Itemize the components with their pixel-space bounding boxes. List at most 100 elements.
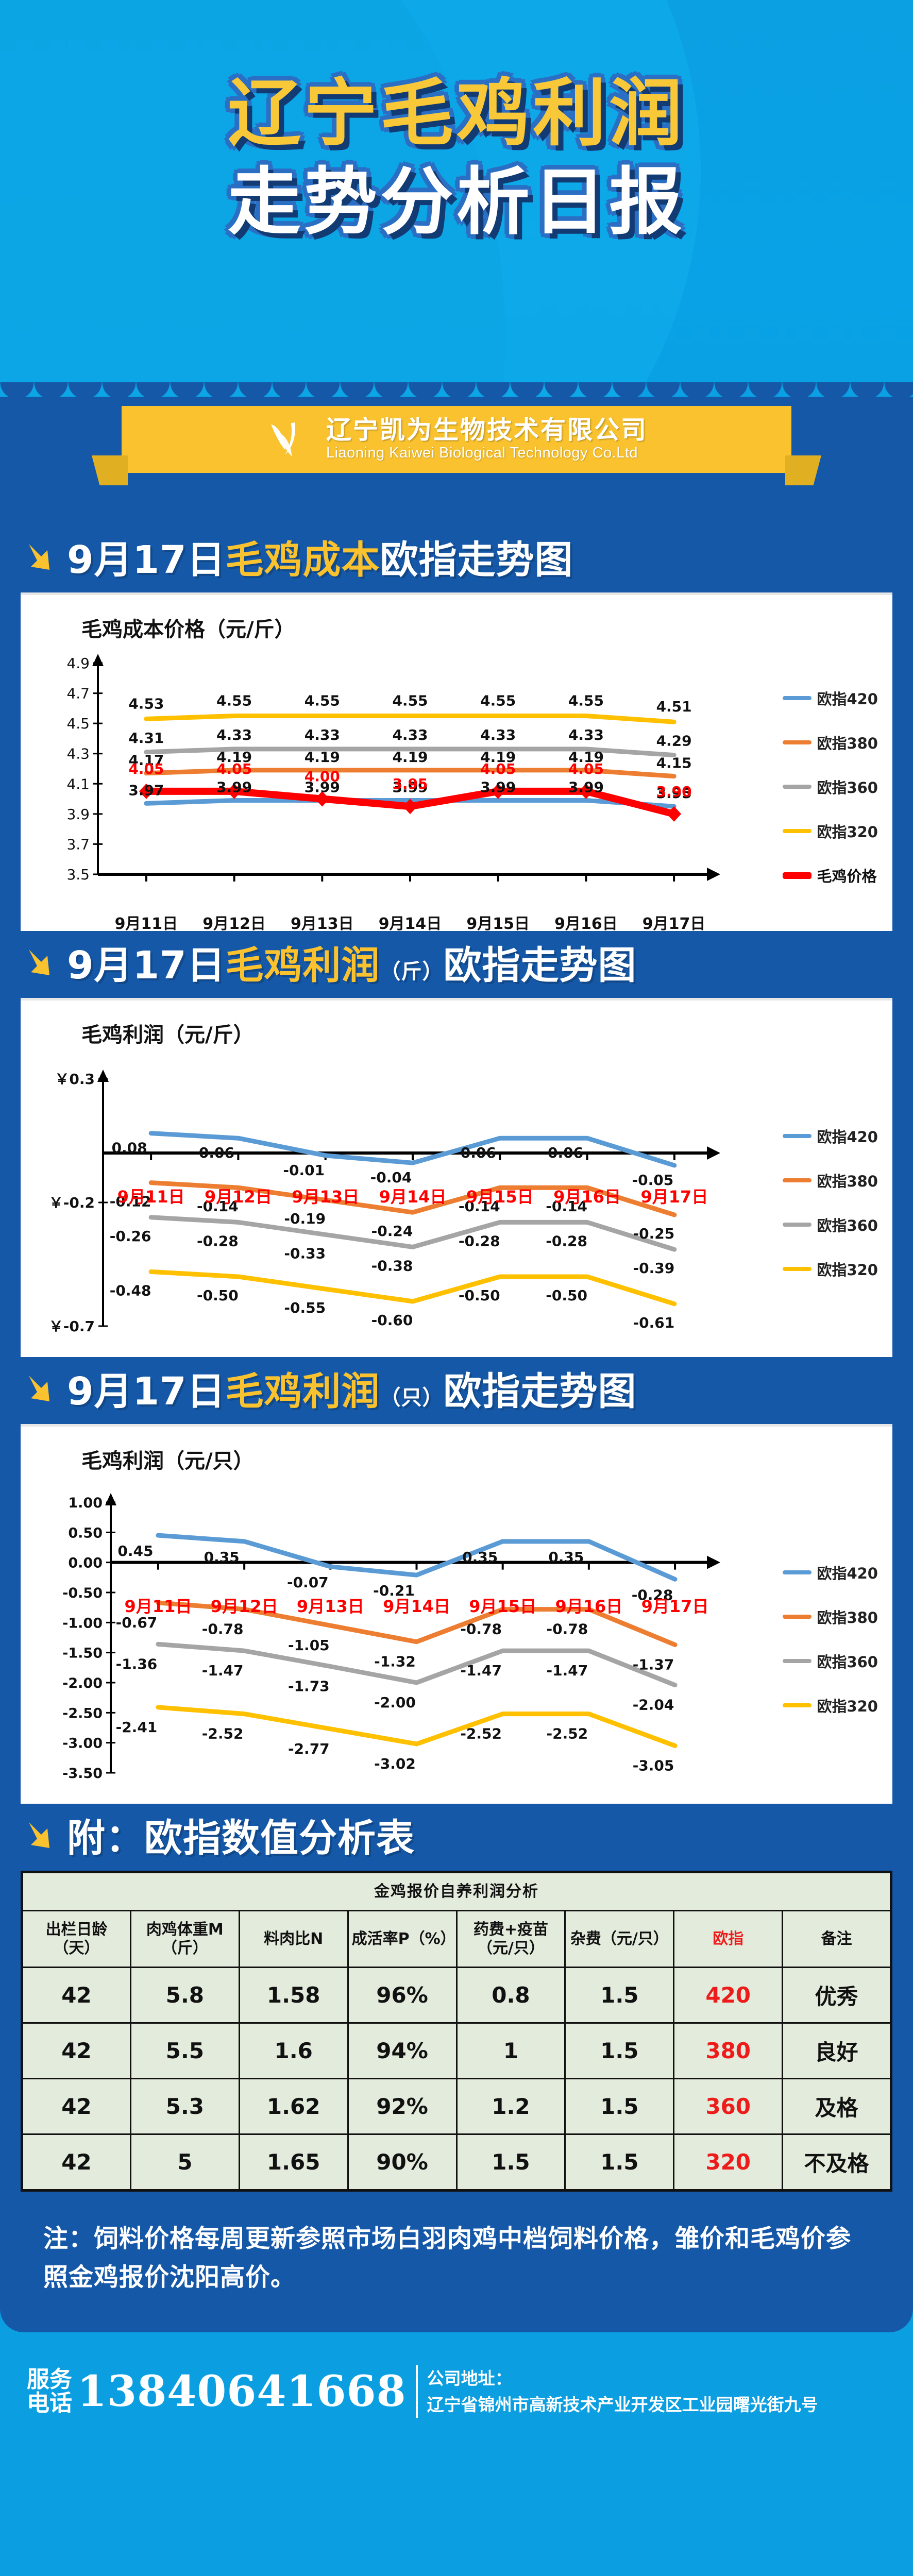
svg-text:0.06: 0.06 — [199, 1144, 234, 1161]
table-row: 42 5.8 1.58 96% 0.8 1.5 420 优秀 — [21, 1967, 892, 2024]
table-cell: 1.5 — [564, 2078, 675, 2136]
footer-contact: 服务 电话 13840641668 — [27, 2367, 407, 2416]
table-cell: 42 — [21, 1967, 131, 2024]
svg-text:-2.52: -2.52 — [547, 1725, 588, 1742]
svg-text:-0.19: -0.19 — [284, 1210, 326, 1227]
svg-text:-2.52: -2.52 — [460, 1725, 502, 1742]
svg-text:4.05: 4.05 — [480, 760, 516, 777]
svg-text:9月14日: 9月14日 — [379, 1187, 447, 1207]
kpi-table-body: 42 5.8 1.58 96% 0.8 1.5 420 优秀 42 5.5 1.6 94% 1 1.5 38… — [21, 1967, 892, 2192]
svg-text:-0.78: -0.78 — [547, 1621, 588, 1638]
legend-label-ou320: 欧指320 — [817, 1261, 878, 1279]
kpi-col-header-5: 杂费（元/只） — [564, 1910, 675, 1969]
svg-text:0.35: 0.35 — [548, 1549, 584, 1566]
footer-divider — [415, 2365, 418, 2418]
legend-label-ou380: 欧指380 — [817, 1609, 878, 1626]
svg-text:4.17: 4.17 — [128, 752, 164, 769]
legend-item: 欧指420 — [783, 1550, 878, 1595]
legend-swatch-ou380 — [783, 1178, 812, 1182]
svg-text:3.99: 3.99 — [480, 779, 516, 796]
svg-text:-0.24: -0.24 — [371, 1223, 413, 1240]
legend-swatch-ou420 — [783, 1134, 812, 1138]
legend-item: 欧指420 — [783, 1114, 878, 1158]
svg-text:9月12日: 9月12日 — [202, 915, 266, 931]
poster-title: 辽宁毛鸡利润 走势分析日报 — [0, 0, 913, 239]
svg-text:-0.01: -0.01 — [283, 1162, 325, 1179]
svg-text:-1.47: -1.47 — [202, 1662, 244, 1679]
table-cell: 1.62 — [238, 2078, 349, 2136]
page-footer: 服务 电话 13840641668 公司地址： 辽宁省锦州市高新技术产业开发区工… — [0, 2332, 913, 2418]
svg-text:9月12日: 9月12日 — [211, 1597, 278, 1616]
section-2-paren: （斤） — [380, 960, 444, 984]
svg-text:-1.50: -1.50 — [62, 1646, 103, 1662]
svg-text:3.95: 3.95 — [656, 785, 692, 802]
company-ribbon: 辽宁凯为生物技术有限公司 Liaoning Kaiwei Biological … — [122, 406, 791, 473]
section-title-1: 9月17日毛鸡成本欧指走势图 — [67, 541, 573, 579]
svg-text:4.19: 4.19 — [305, 749, 340, 766]
section-2-date: 9月17日 — [67, 943, 226, 988]
chart-3-title: 毛鸡利润（元/只） — [81, 1449, 254, 1473]
svg-text:4.05: 4.05 — [216, 760, 252, 777]
footer-phone-number[interactable]: 13840641668 — [77, 2367, 407, 2417]
legend-swatch-ou360 — [783, 1223, 812, 1227]
kpi-col-header-4: 药费+疫苗（元/只） — [455, 1910, 566, 1969]
legend-label-ou360: 欧指360 — [817, 779, 878, 796]
svg-text:-0.28: -0.28 — [459, 1232, 500, 1249]
svg-text:-2.50: -2.50 — [62, 1705, 103, 1721]
page-title-line2: 走势分析日报 — [228, 160, 685, 245]
svg-text:-0.14: -0.14 — [197, 1198, 239, 1215]
svg-text:-1.36: -1.36 — [116, 1655, 158, 1672]
svg-text:3.97: 3.97 — [128, 782, 164, 799]
svg-text:9月16日: 9月16日 — [553, 1187, 621, 1207]
table-cell: 1.6 — [238, 2022, 349, 2080]
svg-text:-1.47: -1.47 — [460, 1662, 502, 1679]
chart-1-plot: 3.5 3.7 3.9 4.1 4.3 4.5 4.7 4.9 3.97 3.99 3.99 3.99… — [21, 642, 892, 931]
table-cell: 1.2 — [455, 2078, 566, 2136]
legend-label-price: 毛鸡价格 — [817, 868, 877, 885]
chart-1-svg: 3.5 3.7 3.9 4.1 4.3 4.5 4.7 4.9 3.97 3.99 3.99 3.99… — [66, 654, 720, 931]
table-cell: 不及格 — [782, 2133, 892, 2192]
svg-text:-0.28: -0.28 — [197, 1232, 239, 1249]
svg-text:4.3: 4.3 — [66, 745, 90, 762]
svg-text:-2.00: -2.00 — [374, 1694, 416, 1711]
svg-text:-3.02: -3.02 — [374, 1755, 416, 1772]
table-cell: 1 — [455, 2022, 566, 2080]
svg-text:-0.55: -0.55 — [284, 1299, 326, 1316]
svg-text:4.29: 4.29 — [656, 733, 692, 750]
svg-text:-3.00: -3.00 — [62, 1736, 103, 1752]
table-cell: 良好 — [782, 2022, 892, 2080]
table-cell: 96% — [347, 1967, 458, 2024]
section-profit-zhi-chart: 9月17日毛鸡利润（只）欧指走势图 毛鸡利润（元/只） 1.00 0.50 0.00… — [0, 1357, 913, 1804]
section-1-suffix: 欧指走势图 — [380, 538, 573, 582]
legend-item: 欧指420 — [783, 676, 878, 720]
legend-label-ou380: 欧指380 — [817, 735, 878, 752]
table-cell: 5.8 — [129, 1967, 240, 2024]
svg-text:-0.48: -0.48 — [110, 1282, 151, 1299]
svg-text:4.05: 4.05 — [128, 760, 164, 777]
section-title-3: 9月17日毛鸡利润（只）欧指走势图 — [67, 1372, 636, 1411]
svg-text:4.33: 4.33 — [568, 726, 604, 743]
svg-text:4.55: 4.55 — [568, 692, 604, 709]
footer-service-labels: 服务 电话 — [27, 2367, 72, 2415]
svg-text:3.99: 3.99 — [568, 779, 604, 796]
section-table: 附：欧指数值分析表 — [0, 1804, 913, 1871]
svg-text:4.55: 4.55 — [305, 692, 340, 709]
arrow-down-right-icon — [29, 544, 49, 570]
svg-text:4.7: 4.7 — [66, 685, 90, 702]
kpi-col-header-2: 料肉比N — [238, 1910, 349, 1969]
svg-text:-0.78: -0.78 — [460, 1621, 502, 1638]
svg-text:4.05: 4.05 — [568, 760, 604, 777]
svg-text:9月14日: 9月14日 — [383, 1597, 450, 1616]
svg-text:4.19: 4.19 — [568, 749, 604, 766]
table-section-header: 附：欧指数值分析表 — [21, 1804, 892, 1871]
svg-text:-3.05: -3.05 — [633, 1757, 674, 1774]
kpi-col-header-7: 备注 — [782, 1910, 892, 1969]
svg-text:4.53: 4.53 — [128, 695, 164, 712]
svg-text:9月17日: 9月17日 — [641, 1597, 709, 1616]
svg-text:-3.50: -3.50 — [62, 1766, 103, 1782]
legend-swatch-ou420 — [783, 1570, 812, 1574]
svg-text:0.00: 0.00 — [68, 1555, 103, 1571]
legend-item: 欧指380 — [783, 1595, 878, 1639]
svg-text:4.00: 4.00 — [305, 768, 340, 785]
svg-text:3.99: 3.99 — [392, 779, 428, 796]
